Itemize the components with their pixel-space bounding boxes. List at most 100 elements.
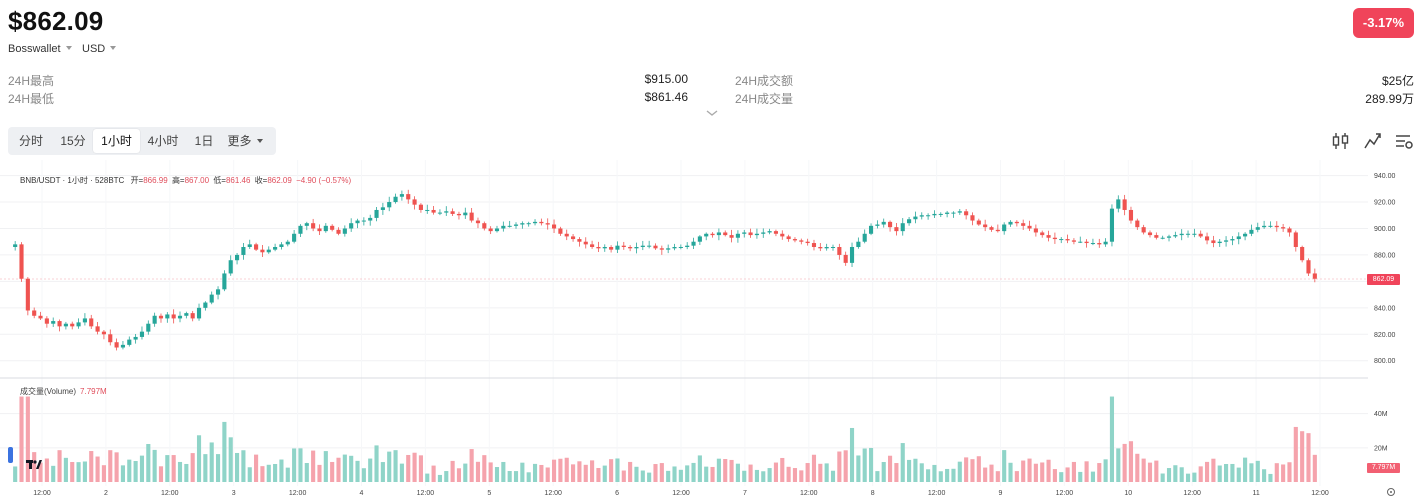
volume-bar — [260, 466, 265, 482]
chart-reset-icon[interactable] — [1386, 487, 1396, 497]
volume-bar — [1071, 461, 1076, 482]
tab-more[interactable]: 更多 — [222, 127, 268, 155]
time-tick-label: 4 — [360, 490, 364, 497]
volume-bar — [856, 455, 861, 482]
volume-bar — [647, 472, 652, 482]
candle-body — [196, 307, 202, 319]
candle-body — [1109, 208, 1115, 242]
candle-body — [1078, 241, 1083, 243]
volume-bar — [393, 450, 398, 482]
candle-body — [374, 209, 379, 218]
tab-1h[interactable]: 1小时 — [93, 129, 140, 153]
volume-bar — [995, 471, 1000, 482]
volume-bar — [1160, 473, 1165, 482]
volume-bar — [1109, 396, 1115, 482]
candle-body — [450, 211, 455, 214]
candle-body — [773, 231, 779, 234]
volume-bar — [532, 463, 538, 482]
candle-body — [171, 314, 176, 319]
candle-body — [380, 207, 385, 210]
price-tick-label: 880.00 — [1374, 252, 1396, 259]
candle-body — [697, 236, 702, 242]
volume-bar — [1147, 462, 1153, 482]
volume-bar — [596, 467, 601, 482]
candle-body — [190, 313, 195, 319]
last-price-tag: 862.09 — [1367, 274, 1400, 285]
time-tick-label: 7 — [743, 490, 747, 497]
volume-bar — [241, 450, 246, 482]
candle-body — [51, 321, 56, 324]
volume-bar — [1014, 471, 1019, 482]
tab-4h[interactable]: 4小时 — [147, 134, 179, 148]
candle-body — [1135, 220, 1140, 228]
time-tick-label: 12:00 — [544, 490, 562, 497]
candle-body — [520, 223, 525, 225]
volume-bar — [628, 461, 633, 482]
volume-bar — [1217, 465, 1222, 482]
candle-body — [1255, 227, 1260, 230]
volume-bar — [374, 445, 379, 482]
volume-bar — [501, 461, 506, 482]
volume-bar — [273, 463, 278, 482]
candle-body — [1217, 241, 1222, 244]
volume-bar — [564, 457, 569, 482]
candle-body — [1274, 225, 1279, 228]
candle-body — [621, 245, 626, 247]
volume-bar — [989, 464, 994, 482]
indicator-icon[interactable] — [1362, 130, 1384, 152]
candle-body — [1173, 235, 1178, 237]
volume-bar — [152, 449, 157, 482]
volume-bar — [1002, 450, 1007, 482]
time-tick-label: 12:00 — [928, 490, 946, 497]
candle-body — [25, 278, 30, 311]
wallet-selector[interactable]: Bosswallet — [8, 43, 72, 55]
candlestick-settings-icon[interactable] — [1330, 130, 1352, 152]
candle-body — [482, 223, 487, 229]
candle-body — [849, 247, 855, 263]
volume-bar — [120, 465, 126, 482]
volume-bar — [748, 464, 753, 482]
candle-body — [628, 247, 633, 249]
chevron-down-icon — [110, 46, 117, 50]
stat-turnover-value: $25亿 — [1381, 74, 1414, 88]
tab-15m[interactable]: 15分 — [60, 134, 86, 148]
chevron-down-icon — [256, 139, 263, 143]
stat-high-value: $915.00 — [644, 72, 688, 86]
candle-body — [932, 213, 937, 216]
candle-body — [425, 209, 430, 211]
pane-resize-handle[interactable] — [8, 447, 13, 463]
candle-body — [532, 221, 538, 224]
candle-body — [983, 224, 988, 228]
volume-bar — [862, 448, 867, 482]
price-tick-label: 920.00 — [1374, 200, 1396, 207]
chart-settings-icon[interactable] — [1393, 130, 1415, 152]
candle-body — [13, 244, 18, 247]
candle-body — [945, 212, 950, 214]
candle-body — [292, 233, 297, 242]
volume-bar — [38, 462, 43, 482]
currency-selector[interactable]: USD — [82, 43, 117, 55]
candle-body — [900, 223, 905, 232]
candle-body — [19, 244, 24, 279]
candle-body — [507, 225, 512, 227]
tab-timeline[interactable]: 分时 — [18, 134, 43, 148]
volume-bar — [368, 458, 373, 482]
interval-tabs: 分时 15分 1小时 4小时 1日 更多 — [8, 127, 276, 155]
time-tick-label: 12:00 — [289, 490, 307, 497]
volume-bar — [425, 473, 430, 482]
volume-bar — [146, 444, 151, 482]
price-tick-label: 840.00 — [1374, 305, 1396, 312]
volume-bar — [964, 457, 969, 482]
volume-bar — [1230, 463, 1235, 482]
candle-body — [114, 342, 119, 348]
volume-bar — [342, 454, 347, 482]
volume-bar — [615, 458, 620, 482]
candle-body — [241, 247, 246, 255]
expand-chevron-icon[interactable] — [705, 108, 719, 118]
tab-1d[interactable]: 1日 — [194, 134, 214, 148]
volume-bar — [907, 459, 912, 482]
candle-body — [127, 339, 132, 345]
candle-body — [1185, 233, 1191, 235]
volume-bar — [222, 421, 227, 482]
price-chart[interactable]: 940.00920.00900.00880.00860.00840.00820.… — [0, 160, 1420, 504]
